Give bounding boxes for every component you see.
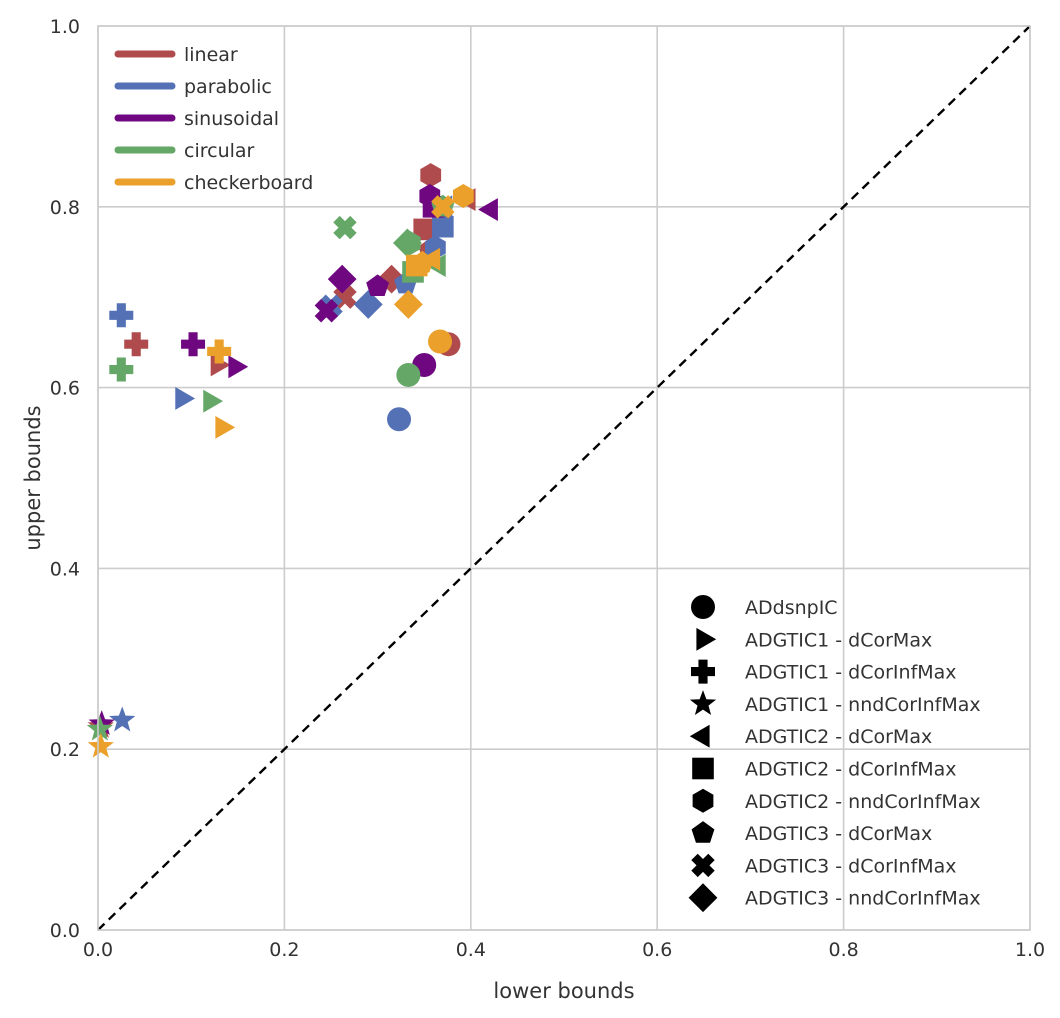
point-parabolic-square (432, 215, 454, 238)
point-checkerboard-circle (428, 329, 453, 354)
point-checkerboard-plus (207, 339, 232, 364)
point-sinusoidal-pentagon (366, 274, 390, 297)
point-parabolic-star (109, 706, 136, 732)
legend-marker-square (692, 757, 714, 780)
point-circular-diamond (393, 228, 422, 258)
plot-frame (97, 25, 1031, 931)
reference-line-layer (97, 25, 1031, 931)
legend-label-parabolic: parabolic (184, 76, 272, 98)
point-parabolic-triangle-right (175, 387, 196, 410)
point-circular-star (86, 715, 113, 741)
tick-labels: 0.0 0.2 0.4 0.6 0.8 1.0 0.0 0.2 0.4 0.6 0.8 1.0 (50, 16, 1045, 961)
point-parabolic-circle (387, 407, 412, 432)
y-tick-label: 0.4 (50, 558, 80, 580)
y-axis-label: upper bounds (21, 405, 45, 550)
legend-label-checkerboard: checkerboard (184, 172, 313, 194)
x-tick-label: 0.2 (269, 939, 299, 961)
legend-marker-pentagon (691, 821, 715, 843)
point-linear-hexagon (420, 163, 442, 188)
diagonal-reference-line (97, 25, 1031, 931)
point-circular-circle (396, 362, 421, 387)
x-tick-label: 0.0 (83, 939, 113, 961)
legend-label-circular: circular (184, 140, 255, 162)
x-tick-label: 0.8 (828, 939, 858, 961)
legend-marker-triangle-right (696, 627, 717, 651)
y-tick-label: 0.0 (50, 920, 80, 942)
legend-label-sinusoidal: sinusoidal (184, 108, 279, 130)
legend-marker-triangle-left (689, 724, 710, 748)
point-checkerboard-star (87, 732, 114, 758)
point-checkerboard-pentagon (410, 250, 434, 273)
point-sinusoidal-diamond (327, 264, 357, 294)
legend-marker-label: ADGTIC3 - dCorInfMax (745, 855, 957, 877)
legend-marker-x (691, 853, 715, 878)
point-parabolic-hexagon (424, 235, 446, 260)
point-linear-square (413, 218, 435, 241)
legend-marker-label: ADGTIC2 - nndCorInfMax (745, 791, 981, 813)
legend-marker-label: ADGTIC3 - nndCorInfMax (745, 888, 981, 910)
point-sinusoidal-plus (181, 332, 206, 357)
legend-marker-star (689, 690, 717, 716)
point-checkerboard-x (431, 195, 455, 219)
point-parabolic-plus (109, 303, 134, 328)
legend-marker-label: ADGTIC1 - nndCorInfMax (745, 694, 981, 716)
point-checkerboard-diamond (393, 290, 423, 319)
legend-marker-label: ADGTIC3 - dCorMax (745, 823, 932, 845)
y-tick-label: 1.0 (50, 16, 80, 38)
legend-marker-diamond (688, 883, 718, 913)
legend-label-linear: linear (184, 44, 238, 66)
point-checkerboard-triangle-right (215, 415, 236, 439)
data-points (86, 163, 498, 758)
legend-marker-circle (691, 595, 715, 619)
x-tick-label: 1.0 (1015, 939, 1045, 961)
point-linear-plus (124, 332, 149, 357)
point-circular-triangle-right (203, 389, 224, 413)
legend-marker-label: ADGTIC1 - dCorMax (745, 629, 932, 651)
y-tick-label: 0.6 (50, 378, 80, 400)
x-tick-label: 0.6 (642, 939, 672, 961)
point-sinusoidal-triangle-left (478, 198, 498, 221)
y-tick-label: 0.8 (50, 197, 80, 219)
legend-marker-plus (691, 659, 715, 684)
point-sinusoidal-x (314, 299, 339, 323)
point-circular-x (333, 215, 357, 240)
point-parabolic-diamond (353, 290, 383, 319)
x-tick-label: 0.4 (456, 939, 486, 961)
x-axis-label: lower bounds (493, 979, 634, 1003)
legend-marker-hexagon (692, 788, 714, 813)
marker-legend: ADdsnpIC ADGTIC1 - dCorMax ADGTIC1 - dCorI… (688, 595, 981, 913)
legend-marker-label: ADGTIC1 - dCorInfMax (745, 662, 957, 684)
point-circular-plus (109, 357, 134, 382)
point-sinusoidal-triangle-right (228, 355, 249, 379)
y-tick-label: 0.2 (50, 739, 80, 761)
point-checkerboard-hexagon (452, 183, 474, 208)
color-legend: linear parabolic sinusoidal circular checker… (114, 44, 313, 194)
legend-marker-label: ADGTIC2 - dCorMax (745, 726, 932, 748)
legend-marker-label: ADGTIC2 - dCorInfMax (745, 759, 957, 781)
legend-marker-label: ADdsnpIC (745, 597, 838, 619)
